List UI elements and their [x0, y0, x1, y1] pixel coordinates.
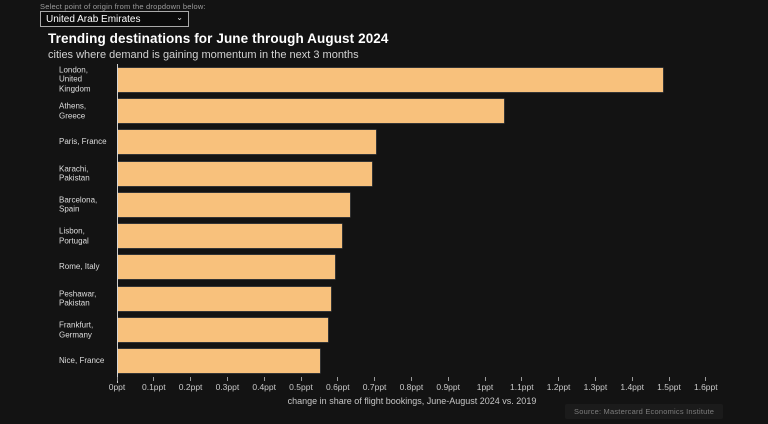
bar[interactable]	[118, 318, 328, 343]
category-label: Barcelona, Spain	[59, 195, 98, 214]
category-label: Karachi, Pakistan	[59, 163, 90, 183]
bar[interactable]	[118, 255, 336, 280]
bar-row: Karachi, Pakistan	[0, 158, 768, 189]
tick-mark	[374, 377, 376, 381]
bar[interactable]	[118, 67, 663, 92]
category-label: London, United Kingdom	[59, 65, 91, 94]
tick-label: 1.5ppt	[657, 382, 681, 392]
bar-row: Rome, Italy	[0, 252, 768, 283]
tick-mark	[300, 377, 302, 381]
bar-row: Frankfurt, Germany	[0, 314, 768, 345]
tick-label: 0.2ppt	[178, 382, 203, 392]
bar-rows: London, United Kingdom Athens, Greece Pari…	[0, 64, 768, 378]
tick-label: 0.1ppt	[141, 382, 166, 392]
tick-mark	[447, 377, 449, 381]
category-label: Nice, France	[59, 356, 105, 366]
bar[interactable]	[118, 98, 505, 123]
tick-mark	[594, 377, 596, 381]
bar-row: Paris, France	[0, 127, 768, 158]
category-label: Peshawar, Pakistan	[59, 289, 97, 308]
x-axis: 0ppt 0.1ppt 0.2ppt 0.3ppt 0.4ppt 0.5ppt 0.6ppt…	[109, 377, 718, 397]
tick-mark	[521, 377, 523, 381]
bar[interactable]	[118, 349, 321, 374]
tick-label: 1.2ppt	[546, 382, 571, 392]
bar-row: Barcelona, Spain	[0, 189, 768, 220]
tick-label: 0.7ppt	[362, 382, 387, 392]
bar[interactable]	[118, 161, 372, 186]
chart-subtitle: cities where demand is gaining momentum …	[48, 49, 359, 61]
bar-row: Peshawar, Pakistan	[0, 283, 768, 314]
bar-row: Athens, Greece	[0, 95, 768, 126]
bar-row: Nice, France	[0, 346, 768, 377]
origin-dropdown[interactable]: United Arab Emirates ⌄	[40, 11, 189, 27]
tick-label: 0.3ppt	[215, 382, 240, 392]
category-label: Paris, France	[59, 137, 107, 147]
y-axis-line	[117, 64, 118, 383]
origin-dropdown-value: United Arab Emirates	[46, 13, 141, 25]
tick-mark	[116, 377, 118, 381]
tick-label: 0ppt	[108, 382, 126, 392]
tick-mark	[668, 377, 670, 381]
tick-label: 1.3ppt	[583, 382, 608, 392]
tick-mark	[263, 377, 265, 381]
tick-label: 0.8ppt	[399, 382, 424, 392]
tick-mark	[410, 377, 412, 381]
tick-mark	[226, 377, 228, 381]
tick-mark	[558, 377, 560, 381]
category-label: Rome, Italy	[59, 262, 100, 272]
bar[interactable]	[118, 224, 343, 249]
tick-mark	[705, 377, 707, 381]
category-label: Frankfurt, Germany	[59, 320, 94, 340]
tick-mark	[631, 377, 633, 381]
bar-row: Lisbon, Portugal	[0, 221, 768, 252]
bar-row: London, United Kingdom	[0, 64, 768, 95]
tick-label: 0.4ppt	[252, 382, 277, 392]
source-note: Source: Mastercard Economics Institute	[565, 404, 724, 419]
bar[interactable]	[118, 130, 376, 155]
category-label: Athens, Greece	[59, 101, 87, 120]
tick-label: 1ppt	[476, 382, 494, 392]
origin-select-label: Select point of origin from the dropdown…	[40, 2, 206, 11]
tick-label: 0.9ppt	[436, 382, 461, 392]
category-label: Lisbon, Portugal	[59, 226, 89, 246]
tick-mark	[190, 377, 192, 381]
tick-label: 0.6ppt	[325, 382, 350, 392]
chart-title: Trending destinations for June through A…	[48, 31, 389, 46]
tick-mark	[153, 377, 155, 381]
tick-label: 1.4ppt	[620, 382, 645, 392]
chevron-down-icon: ⌄	[176, 12, 183, 22]
x-axis-label: change in share of flight bookings, June…	[287, 396, 537, 406]
tick-mark	[337, 377, 339, 381]
tick-label: 1.1ppt	[509, 382, 534, 392]
tick-label: 0.5ppt	[289, 382, 313, 392]
bar[interactable]	[118, 286, 332, 311]
tick-mark	[484, 377, 486, 381]
bar[interactable]	[118, 192, 350, 217]
tick-label: 1.6ppt	[693, 382, 718, 392]
